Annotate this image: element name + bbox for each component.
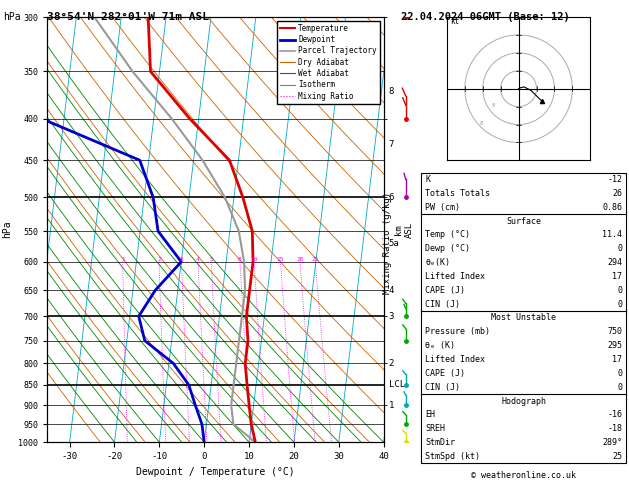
Text: 289°: 289° [602,438,622,447]
Text: 6: 6 [389,193,394,202]
Text: StmDir: StmDir [425,438,455,447]
Text: © weatheronline.co.uk: © weatheronline.co.uk [471,471,576,480]
Text: 26: 26 [612,189,622,198]
Text: 25: 25 [311,257,319,262]
Text: 38°54'N 282°01'W 71m ASL: 38°54'N 282°01'W 71m ASL [47,12,209,22]
Text: 3: 3 [180,257,184,262]
Text: 3: 3 [389,312,394,321]
Text: Mixing Ratio (g/kg): Mixing Ratio (g/kg) [383,192,392,294]
Text: 7: 7 [389,139,394,149]
Y-axis label: km
ASL: km ASL [394,222,413,238]
Text: 2: 2 [157,257,161,262]
Text: kt: kt [450,17,460,26]
Text: CAPE (J): CAPE (J) [425,286,465,295]
Text: 295: 295 [607,341,622,350]
Text: -18: -18 [607,424,622,434]
Text: 1: 1 [389,400,394,410]
Text: Pressure (mb): Pressure (mb) [425,327,490,336]
Text: Most Unstable: Most Unstable [491,313,556,323]
Text: 8: 8 [479,121,482,125]
Text: 1: 1 [121,257,125,262]
Text: Dewp (°C): Dewp (°C) [425,244,470,253]
Text: 17: 17 [612,272,622,281]
Text: 750: 750 [607,327,622,336]
Text: 0: 0 [617,369,622,378]
Text: 294: 294 [607,258,622,267]
Text: 15: 15 [277,257,284,262]
Legend: Temperature, Dewpoint, Parcel Trajectory, Dry Adiabat, Wet Adiabat, Isotherm, Mi: Temperature, Dewpoint, Parcel Trajectory… [277,21,380,104]
Text: 5a: 5a [389,239,399,248]
Text: 20: 20 [296,257,304,262]
Text: 0: 0 [617,244,622,253]
Text: StmSpd (kt): StmSpd (kt) [425,452,480,461]
Text: Lifted Index: Lifted Index [425,355,485,364]
Text: 5: 5 [209,257,213,262]
Text: SREH: SREH [425,424,445,434]
Text: LCL: LCL [389,381,405,389]
Text: 11.4: 11.4 [602,230,622,240]
Text: 8: 8 [492,103,495,107]
Text: 4: 4 [389,286,394,295]
Text: 22.04.2024 06GMT (Base: 12): 22.04.2024 06GMT (Base: 12) [401,12,570,22]
Text: 2: 2 [389,359,394,368]
Text: -12: -12 [607,175,622,184]
Text: 0.86: 0.86 [602,203,622,212]
Text: CAPE (J): CAPE (J) [425,369,465,378]
Text: 17: 17 [612,355,622,364]
Text: Lifted Index: Lifted Index [425,272,485,281]
Text: EH: EH [425,410,435,419]
Text: 4: 4 [196,257,200,262]
X-axis label: Dewpoint / Temperature (°C): Dewpoint / Temperature (°C) [136,467,295,477]
Text: θₑ(K): θₑ(K) [425,258,450,267]
Text: 25: 25 [612,452,622,461]
Text: 10: 10 [250,257,258,262]
Text: Surface: Surface [506,216,541,226]
Text: Totals Totals: Totals Totals [425,189,490,198]
Text: 8: 8 [238,257,242,262]
Text: Hodograph: Hodograph [501,397,546,406]
Text: θₑ (K): θₑ (K) [425,341,455,350]
Text: 8: 8 [389,87,394,96]
Text: CIN (J): CIN (J) [425,299,460,309]
Text: CIN (J): CIN (J) [425,382,460,392]
Text: K: K [425,175,430,184]
Text: -16: -16 [607,410,622,419]
Text: 0: 0 [617,299,622,309]
Text: PW (cm): PW (cm) [425,203,460,212]
Text: Temp (°C): Temp (°C) [425,230,470,240]
Text: 0: 0 [617,286,622,295]
Y-axis label: hPa: hPa [3,221,13,239]
Text: 0: 0 [617,382,622,392]
Text: hPa: hPa [3,12,21,22]
